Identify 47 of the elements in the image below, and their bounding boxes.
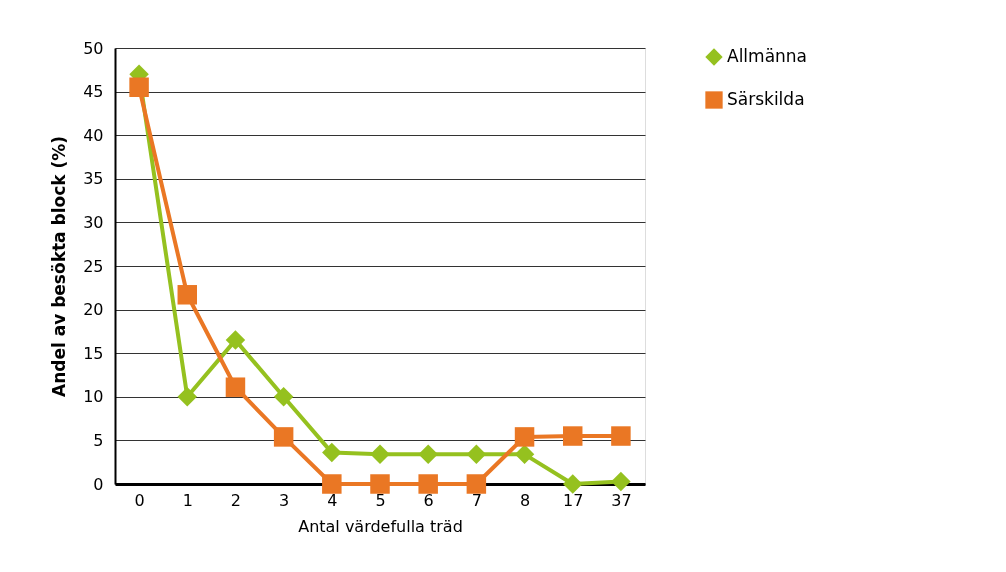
point (466, 474, 487, 494)
x-tick-label: 1 (182, 490, 193, 510)
x-tick-label: 4 (327, 490, 338, 510)
point (418, 474, 438, 494)
y-tick-label: 5 (93, 430, 104, 450)
x-tick-label: 8 (519, 490, 531, 510)
x-tick-label: 37 (611, 490, 632, 510)
x-tick-label: 6 (423, 490, 434, 510)
y-tick-label: 15 (83, 343, 104, 363)
y-tick-label: 30 (83, 212, 104, 232)
point (562, 426, 583, 446)
x-tick-label: 3 (279, 490, 290, 510)
y-axis-title: Andel av besökta block (%) (49, 135, 70, 398)
point (370, 474, 390, 494)
x-axis-title: Antal värdefulla träd (298, 516, 463, 536)
point (225, 330, 246, 350)
point (225, 377, 246, 397)
point (514, 444, 535, 465)
x-tick-label: 2 (230, 490, 242, 510)
point (562, 474, 583, 494)
y-tick-label: 40 (83, 125, 104, 145)
y-tick-label: 25 (83, 256, 104, 276)
y-tick-label: 20 (83, 300, 104, 320)
point (322, 474, 342, 494)
point (370, 444, 390, 465)
x-tick-label: 17 (563, 490, 584, 510)
point (177, 285, 198, 305)
y-tick-label: 45 (83, 82, 104, 102)
x-tick-label: 0 (134, 490, 145, 510)
point (514, 427, 535, 447)
point (129, 77, 149, 97)
point (466, 444, 487, 465)
y-tick-label: 50 (83, 38, 104, 58)
legend-label: Allmänna (727, 46, 808, 66)
point (273, 387, 294, 407)
x-tick-label: 7 (471, 490, 482, 510)
point (322, 442, 342, 463)
y-tick-label: 35 (83, 169, 104, 189)
y-tick-label: 0 (93, 474, 104, 494)
point (273, 427, 294, 447)
point (177, 387, 198, 407)
point (611, 426, 631, 446)
legend-label: Särskilda (727, 89, 805, 109)
point (611, 471, 631, 492)
point (418, 444, 438, 465)
y-tick-label: 10 (83, 387, 104, 407)
x-tick-label: 5 (375, 490, 386, 510)
